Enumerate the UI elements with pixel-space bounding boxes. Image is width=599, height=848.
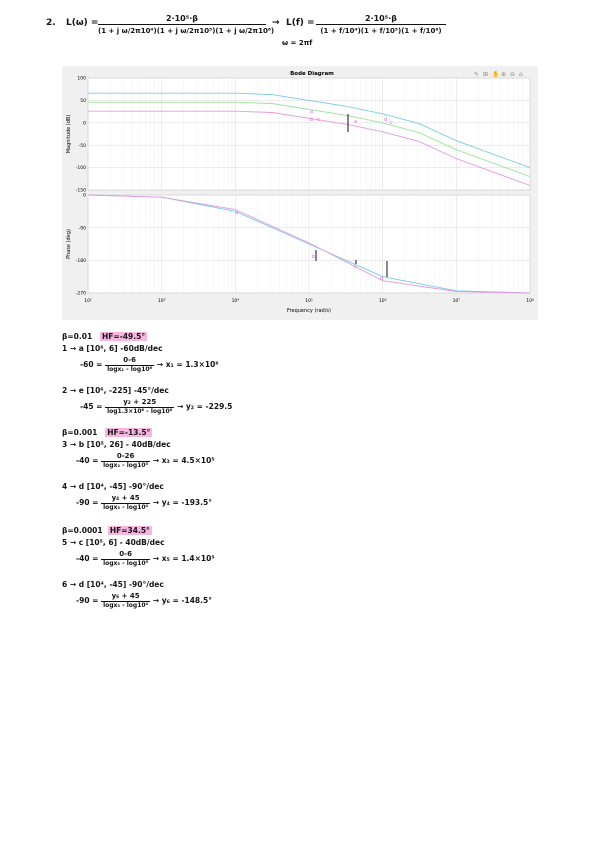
x-tick-label: 10³ — [158, 298, 166, 304]
block3-hf: HF=34.5° — [107, 526, 152, 535]
note-eq-2: -45 = y₂ + 225 log1.3×10⁶ - log10⁶ → y₂ =… — [80, 398, 233, 415]
fraction-omega-denominator: (1 + j ω/2π10⁴)(1 + j ω/2π10⁵)(1 + j ω/2… — [98, 27, 275, 35]
note-eq-5-frac: 0-6 logx₅ - log10⁵ — [101, 550, 151, 567]
phase-tick-label: -90 — [79, 225, 86, 231]
note-eq-4-frac: y₄ + 45 logx₃ - log10⁴ — [101, 494, 151, 511]
arrow: → — [272, 18, 280, 28]
x-tick-label: 10⁸ — [526, 298, 534, 304]
phase-ylabel: Phase (deg) — [66, 229, 72, 259]
omega-relation: ω = 2πf — [282, 39, 313, 47]
annotation-ph-c: c — [354, 264, 357, 270]
note-line-2: 2 → e [10⁶, -225] -45°/dec — [62, 386, 169, 395]
home-icon[interactable]: ⌂ — [519, 71, 523, 78]
note-eq-4: -90 = y₄ + 45 logx₃ - log10⁴ → y₄ = -193.… — [76, 494, 212, 511]
lhs-f: L(f) = — [286, 18, 315, 28]
fraction-omega-numerator: 2·10⁵·β — [98, 14, 266, 25]
zoom-out-icon[interactable]: ⊖ — [510, 71, 515, 78]
plot-toolbar[interactable]: ✎ ⊞ ✋ ⊕ ⊖ ⌂ — [474, 70, 523, 78]
magnitude-series-3 — [88, 110, 531, 186]
magnitude-tick-label: -100 — [76, 165, 86, 171]
block3-beta: β=0.0001 — [62, 526, 103, 535]
fraction-f: 2·10⁵·β (1 + f/10⁴)(1 + f/10⁵)(1 + f/10⁶… — [316, 14, 446, 35]
note-line-6: 6 → d [10⁴, -45] -90°/dec — [62, 580, 164, 589]
annotation-ph-b: b — [312, 254, 315, 260]
data-tip-icon[interactable]: ⊞ — [483, 71, 488, 78]
annotation-ph-a: a — [235, 210, 238, 216]
note-line-5: 5 → c [10⁵, 6] - 40dB/dec — [62, 538, 165, 547]
note-line-1: 1 → a [10⁶, 6] -60dB/dec — [62, 344, 163, 353]
note-eq-5: -40 = 0-6 logx₅ - log10⁵ → x₅ = 1.4×10⁵ — [76, 550, 215, 567]
note-line-4: 4 → d [10⁴, -45] -90°/dec — [62, 482, 164, 491]
pan-icon[interactable]: ✋ — [492, 70, 499, 78]
block1-beta: β=0.01 — [62, 332, 93, 341]
magnitude-series-2 — [88, 101, 531, 178]
note-eq-2-frac: y₂ + 225 log1.3×10⁶ - log10⁶ — [105, 398, 175, 415]
block2-header: β=0.001 HF=-13.5° — [62, 428, 362, 438]
block1-hf: HF=-49.5° — [100, 332, 148, 341]
block2-beta: β=0.001 — [62, 428, 98, 437]
note-eq-6: -90 = y₆ + 45 logx₅ - log10⁴ → y₆ = -148.… — [76, 592, 212, 609]
brush-icon[interactable]: ✎ — [474, 71, 479, 78]
fraction-f-denominator: (1 + f/10⁴)(1 + f/10⁵)(1 + f/10⁶) — [320, 27, 442, 35]
phase-tick-label: 0 — [83, 193, 86, 199]
magnitude-tick-label: 100 — [77, 76, 86, 82]
block1-header: β=0.01 HF=-49.5° — [62, 332, 362, 342]
annotation-mag-a2: a — [354, 119, 357, 125]
note-eq-1: -60 = 0-6 logx₁ - log10⁶ → x₁ = 1.3×10⁶ — [80, 356, 219, 373]
magnitude-tick-label: 0 — [83, 120, 86, 126]
magnitude-tick-label: 50 — [80, 98, 86, 104]
x-tick-label: 10⁴ — [232, 298, 240, 304]
x-tick-label: 10⁷ — [453, 298, 461, 304]
problem-number: 2. — [46, 18, 56, 28]
block2-hf: HF=-13.5° — [105, 428, 153, 437]
note-eq-6-frac: y₆ + 45 logx₅ - log10⁴ — [101, 592, 151, 609]
lhs-omega: L(ω) = — [66, 18, 99, 28]
x-axis-label: Frequency (rad/s) — [287, 308, 331, 314]
fraction-f-numerator: 2·10⁵·β — [316, 14, 446, 25]
x-tick-label: 10⁵ — [305, 298, 313, 304]
phase-series-2 — [87, 194, 531, 294]
annotation-mag-d: d — [384, 117, 387, 123]
annotation-mag-c2: c — [390, 120, 393, 126]
zoom-in-icon[interactable]: ⊕ — [501, 71, 506, 78]
annotation-mag-c: c — [317, 117, 320, 123]
magnitude-tick-label: -150 — [76, 188, 86, 194]
note-eq-3: -40 = 0-26 logx₃ - log10⁵ → x₃ = 4.5×10⁵ — [76, 452, 215, 469]
x-tick-label: 10² — [84, 298, 92, 304]
note-eq-1-frac: 0-6 logx₁ - log10⁶ — [105, 356, 155, 373]
magnitude-tick-label: -50 — [79, 143, 86, 149]
annotation-mag-a: a — [310, 109, 313, 115]
block3-header: β=0.0001 HF=34.5° — [62, 526, 362, 536]
magnitude-ylabel: Magnitude (dB) — [66, 115, 72, 154]
note-eq-3-frac: 0-26 logx₃ - log10⁵ — [101, 452, 151, 469]
header-equation: 2. L(ω) = 2·10⁵·β (1 + j ω/2π10⁴)(1 + j … — [46, 14, 566, 56]
phase-tick-label: -270 — [76, 291, 86, 297]
bode-plot: Bode Diagram ✎ ⊞ ✋ ⊕ ⊖ ⌂ 100 50 0 -50 -100 -150 Ma… — [62, 66, 538, 320]
notes: β=0.01 HF=-49.5° 1 → a [10⁶, 6] -60dB/de… — [62, 332, 362, 610]
phase-tick-label: -180 — [76, 258, 86, 264]
x-tick-label: 10⁶ — [379, 298, 387, 304]
annotation-mag-b: b — [310, 117, 313, 123]
plot-annotations: a b c a d c a b c d — [235, 109, 393, 282]
plot-title: Bode Diagram — [290, 71, 334, 77]
note-line-3: 3 → b [10⁵, 26] - 40dB/dec — [62, 440, 171, 449]
annotation-ph-d: d — [380, 276, 383, 282]
fraction-omega: 2·10⁵·β (1 + j ω/2π10⁴)(1 + j ω/2π10⁵)(1… — [98, 14, 275, 35]
magnitude-series-1 — [88, 92, 531, 169]
